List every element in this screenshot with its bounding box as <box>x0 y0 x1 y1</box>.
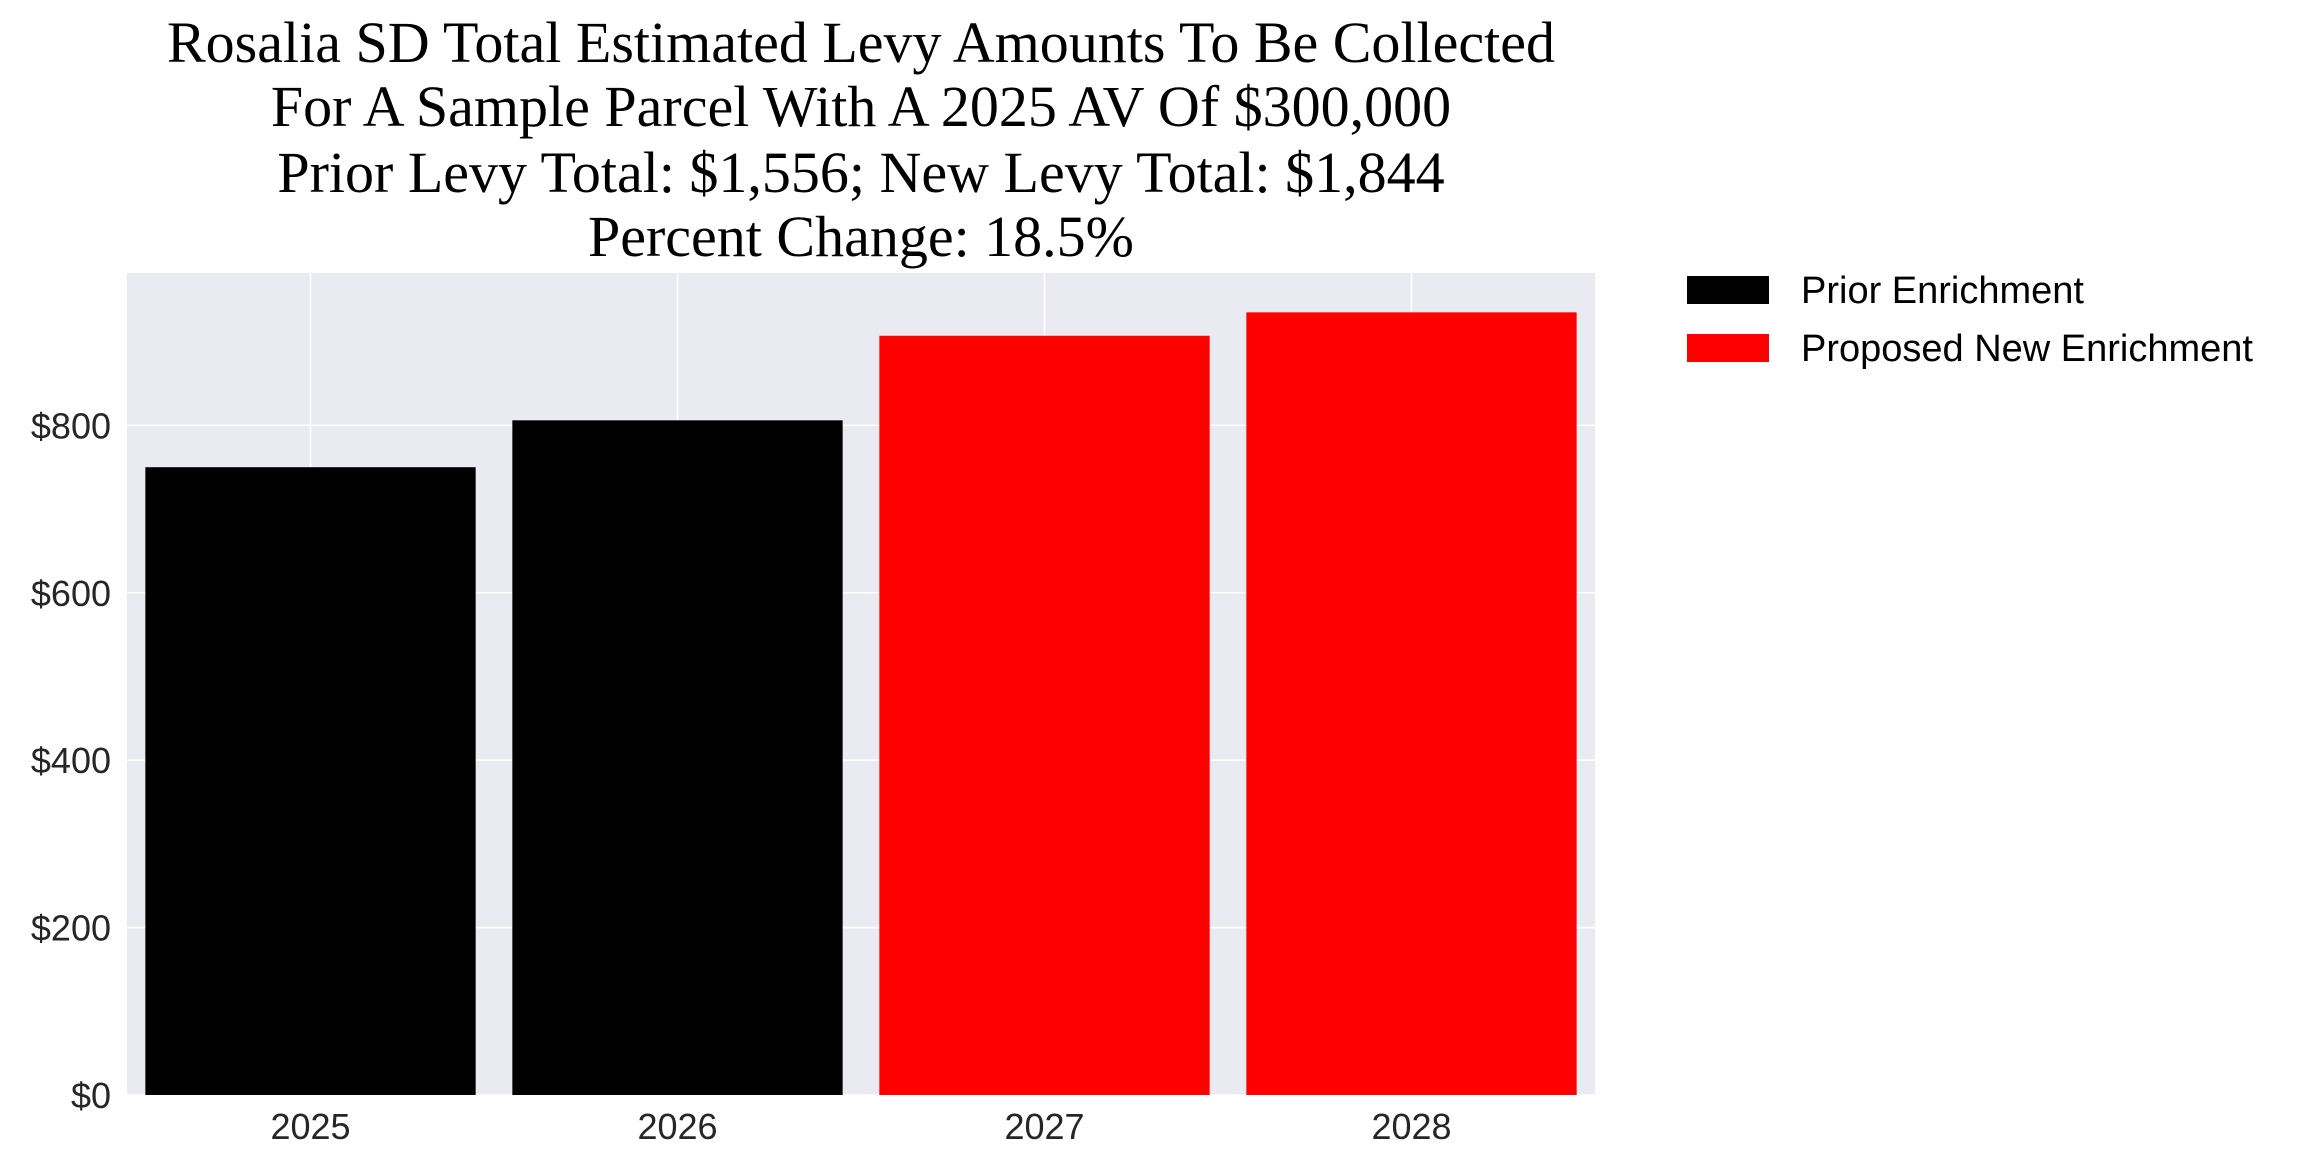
chart-title-line-3: Prior Levy Total: $1,556; New Levy Total… <box>277 140 1444 205</box>
y-axis-ticks: $0 $200 $400 $600 $800 <box>31 405 111 1116</box>
x-tick-label: 2028 <box>1371 1106 1451 1147</box>
bar-2028 <box>1246 312 1577 1095</box>
chart-title-line-1: Rosalia SD Total Estimated Levy Amounts … <box>167 10 1555 75</box>
legend: Prior Enrichment Proposed New Enrichment <box>1687 270 2253 370</box>
legend-label-0: Prior Enrichment <box>1801 270 2084 312</box>
chart-title-line-2: For A Sample Parcel With A 2025 AV Of $3… <box>271 74 1451 139</box>
chart-title: Rosalia SD Total Estimated Levy Amounts … <box>167 10 1555 269</box>
legend-swatch-1 <box>1687 334 1769 362</box>
x-tick-label: 2027 <box>1004 1106 1084 1147</box>
y-tick-label: $200 <box>31 908 111 949</box>
y-tick-label: $600 <box>31 573 111 614</box>
legend-swatch-0 <box>1687 276 1769 304</box>
bar-2025 <box>145 467 476 1095</box>
chart-title-line-4: Percent Change: 18.5% <box>588 204 1134 269</box>
x-tick-label: 2025 <box>270 1106 350 1147</box>
x-axis-ticks: 2025 2026 2027 2028 <box>270 1106 1451 1147</box>
bar-2026 <box>512 420 843 1095</box>
x-tick-label: 2026 <box>637 1106 717 1147</box>
y-tick-label: $400 <box>31 740 111 781</box>
legend-label-1: Proposed New Enrichment <box>1801 328 2253 370</box>
y-tick-label: $0 <box>71 1075 111 1116</box>
bars <box>145 312 1577 1095</box>
y-tick-label: $800 <box>31 405 111 446</box>
bar-2027 <box>879 335 1210 1095</box>
